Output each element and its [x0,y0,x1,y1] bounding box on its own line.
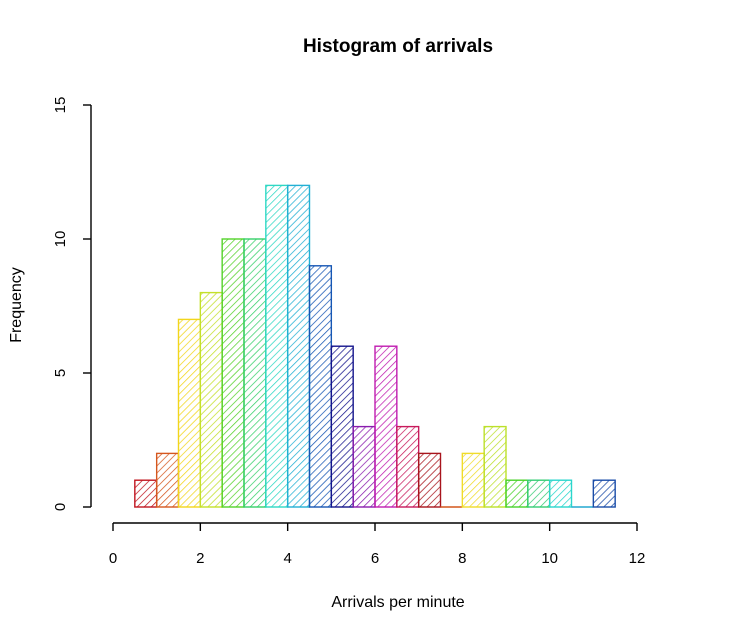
histogram-bar [199,291,223,508]
histogram-bar [505,479,529,508]
y-tick-label: 10 [52,231,69,248]
y-tick-label: 0 [52,503,69,511]
histogram-bar [265,184,289,508]
histogram-bar [527,479,551,508]
histogram-bar [177,318,202,508]
histogram-bar [417,452,442,508]
y-axis-label: Frequency [8,267,25,343]
x-tick-label: 10 [541,550,558,567]
x-tick-label: 8 [458,550,466,567]
x-tick-label: 6 [371,550,379,567]
x-axis: 0 2 4 6 8 10 12 [109,522,646,567]
histogram-bar [243,238,267,508]
histogram-bar [221,238,245,508]
histogram-bar [134,479,158,508]
histogram-bar [548,479,573,508]
x-tick-label: 12 [629,550,646,567]
x-axis-label: Arrivals per minute [331,594,464,611]
histogram-bar [352,425,376,508]
x-tick-label: 2 [196,550,204,567]
y-tick-label: 5 [52,369,69,377]
y-axis: 0 5 10 15 [52,97,92,511]
histogram-bar [483,425,507,508]
chart-title: Histogram of arrivals [303,36,493,57]
histogram-bar [330,345,354,508]
y-tick-label: 15 [52,97,69,114]
histogram-bar [461,452,485,508]
bars-group [134,184,616,508]
histogram-bar [308,265,333,508]
histogram-bar [396,425,420,508]
histogram-bar [286,184,311,508]
x-tick-label: 4 [283,550,291,567]
histogram-bar [155,452,180,508]
x-tick-label: 0 [109,550,117,567]
histogram-bar [592,479,616,508]
histogram-bar [374,345,398,508]
